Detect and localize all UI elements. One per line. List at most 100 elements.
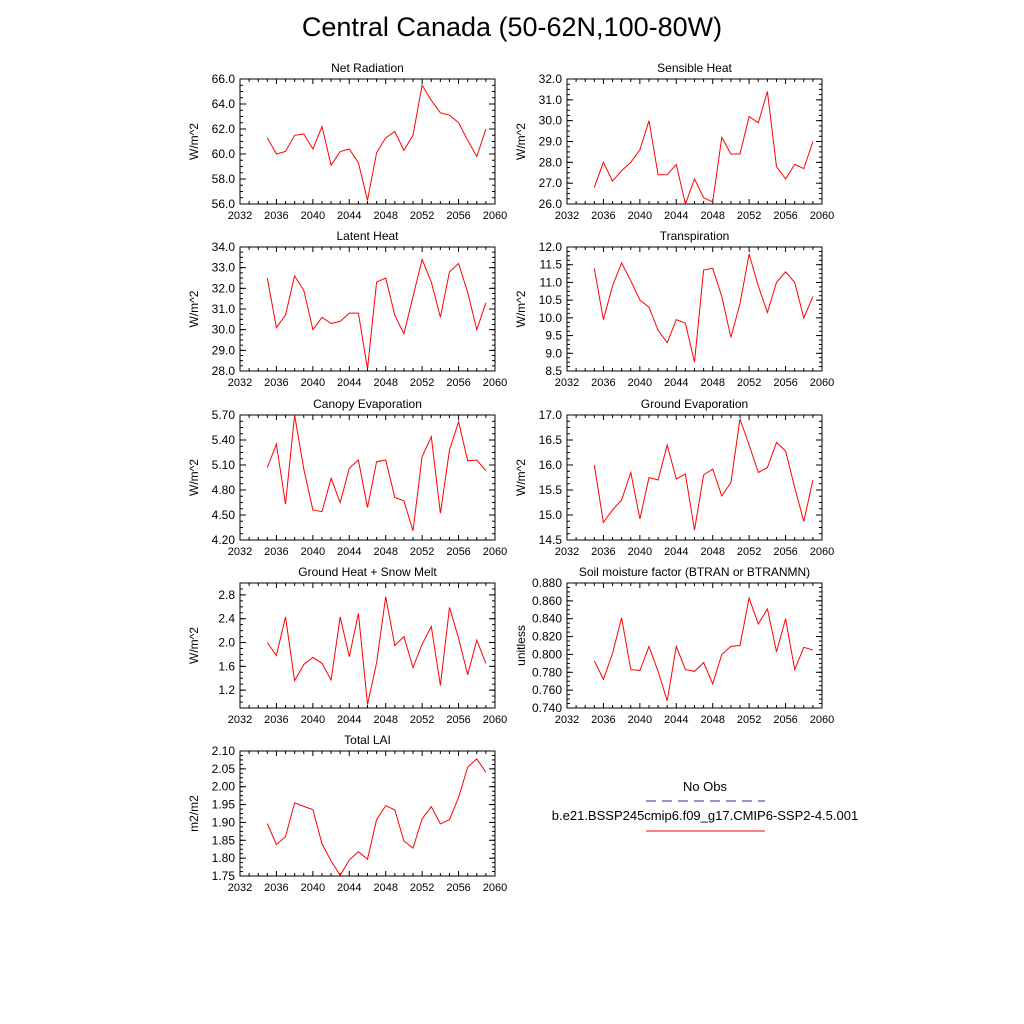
x-tick-label: 2036: [264, 210, 288, 222]
y-tick-label: 2.05: [212, 762, 236, 776]
y-tick-label: 10.0: [539, 311, 563, 325]
y-tick-label: 32.0: [539, 72, 563, 86]
series-line: [593, 91, 814, 206]
y-tick-label: 0.780: [532, 665, 562, 679]
y-tick-label: 1.95: [212, 798, 236, 812]
x-tick-label: 2032: [555, 546, 579, 558]
y-tick-label: 8.5: [545, 364, 562, 378]
x-tick-label: 2044: [664, 377, 688, 389]
y-tick-label: 12.0: [539, 240, 563, 254]
x-tick-label: 2056: [773, 377, 797, 389]
x-tick-label: 2036: [591, 210, 615, 222]
x-tick-label: 2060: [810, 546, 834, 558]
y-tick-label: 29.0: [212, 343, 236, 357]
panel-title: Latent Heat: [336, 229, 399, 243]
y-tick-label: 32.0: [212, 281, 236, 295]
y-tick-label: 4.80: [212, 483, 236, 497]
y-tick-label: 14.5: [539, 533, 563, 547]
y-axis-label: W/m^2: [514, 459, 528, 496]
x-tick-label: 2048: [373, 546, 397, 558]
series-line: [266, 758, 487, 877]
y-tick-label: 31.0: [539, 93, 563, 107]
y-tick-label: 9.0: [545, 346, 562, 360]
y-axis-label: W/m^2: [514, 290, 528, 327]
x-tick-label: 2032: [228, 210, 252, 222]
x-tick-label: 2048: [373, 714, 397, 726]
x-tick-label: 2040: [301, 882, 325, 894]
x-tick-label: 2040: [301, 714, 325, 726]
x-tick-label: 2056: [446, 882, 470, 894]
x-tick-label: 2044: [337, 882, 361, 894]
y-tick-label: 1.75: [212, 869, 236, 883]
y-tick-label: 11.0: [540, 275, 563, 289]
y-axis-label: W/m^2: [187, 123, 201, 160]
y-tick-label: 62.0: [212, 122, 236, 136]
series-line: [593, 253, 814, 363]
panel-title: Ground Heat + Snow Melt: [298, 565, 437, 579]
y-tick-label: 29.0: [539, 135, 563, 149]
x-tick-label: 2036: [264, 882, 288, 894]
x-tick-label: 2036: [264, 714, 288, 726]
x-tick-label: 2036: [264, 546, 288, 558]
x-tick-label: 2032: [228, 714, 252, 726]
panel-1: Sensible Heat W/m^2 2032 2036 2040 2044 2048 20…: [514, 61, 834, 222]
y-tick-label: 56.0: [212, 197, 236, 211]
panel-3: Transpiration W/m^2 2032 2036 2040 2044 2048 20…: [514, 229, 834, 389]
x-tick-label: 2032: [555, 714, 579, 726]
x-tick-label: 2052: [737, 210, 761, 222]
y-tick-label: 16.5: [539, 433, 563, 447]
y-tick-label: 0.740: [532, 701, 562, 715]
x-tick-label: 2052: [410, 377, 434, 389]
y-axis-label: W/m^2: [187, 290, 201, 327]
panel-title: Soil moisture factor (BTRAN or BTRANMN): [579, 565, 810, 579]
x-tick-label: 2036: [591, 546, 615, 558]
y-tick-label: 0.860: [532, 594, 562, 608]
x-tick-label: 2060: [483, 210, 507, 222]
x-tick-label: 2048: [700, 546, 724, 558]
y-tick-label: 5.40: [212, 433, 236, 447]
y-tick-label: 30.0: [212, 323, 236, 337]
x-tick-label: 2048: [373, 377, 397, 389]
x-tick-label: 2048: [700, 210, 724, 222]
y-tick-label: 30.0: [539, 114, 563, 128]
y-tick-label: 66.0: [212, 72, 236, 86]
x-tick-label: 2056: [446, 377, 470, 389]
y-tick-label: 26.0: [539, 197, 563, 211]
panel-5: Ground Evaporation W/m^2 2032 2036 2040 2044 2…: [514, 397, 834, 558]
x-tick-label: 2048: [373, 210, 397, 222]
x-tick-label: 2056: [773, 714, 797, 726]
x-tick-label: 2060: [483, 882, 507, 894]
y-tick-label: 2.4: [218, 612, 235, 626]
figure-title: Central Canada (50-62N,100-80W): [301, 12, 723, 42]
y-tick-label: 9.5: [545, 329, 562, 343]
y-axis-label: m2/m2: [187, 795, 201, 832]
y-tick-label: 2.8: [218, 588, 235, 602]
y-tick-label: 5.10: [212, 458, 236, 472]
series-line: [593, 596, 814, 702]
y-tick-label: 15.0: [539, 508, 563, 522]
x-tick-label: 2056: [446, 210, 470, 222]
y-tick-label: 2.0: [218, 636, 235, 650]
y-tick-label: 34.0: [212, 240, 236, 254]
x-tick-label: 2040: [301, 546, 325, 558]
legend-model-label: b.e21.BSSP245cmip6.f09_g17.CMIP6-SSP2-4.…: [551, 808, 859, 823]
y-axis-label: W/m^2: [187, 459, 201, 496]
x-tick-label: 2040: [301, 210, 325, 222]
y-tick-label: 27.0: [539, 176, 563, 190]
x-tick-label: 2044: [337, 714, 361, 726]
y-tick-label: 10.5: [539, 293, 563, 307]
panel-title: Transpiration: [660, 229, 730, 243]
x-tick-label: 2060: [483, 546, 507, 558]
x-tick-label: 2032: [228, 882, 252, 894]
y-tick-label: 60.0: [212, 147, 236, 161]
x-tick-label: 2052: [410, 882, 434, 894]
series-line: [266, 257, 487, 369]
x-tick-label: 2040: [628, 210, 652, 222]
x-tick-label: 2036: [264, 377, 288, 389]
y-tick-label: 0.820: [532, 630, 562, 644]
series-line: [266, 596, 487, 705]
panel-7: Soil moisture factor (BTRAN or BTRANMN) u…: [514, 565, 834, 726]
panel-2: Latent Heat W/m^2 2032 2036 2040 2044 2048 2052…: [187, 229, 507, 389]
x-tick-label: 2044: [337, 377, 361, 389]
x-tick-label: 2056: [773, 546, 797, 558]
